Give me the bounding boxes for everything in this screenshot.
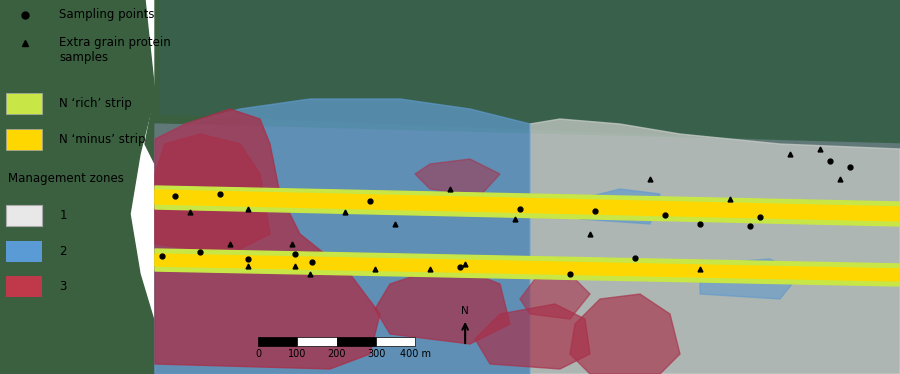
Polygon shape [570, 294, 680, 374]
Text: N ‘minus’ strip: N ‘minus’ strip [59, 133, 146, 146]
Text: 300: 300 [367, 349, 385, 359]
Bar [297, 337, 337, 346]
Polygon shape [375, 264, 510, 344]
Polygon shape [155, 109, 380, 369]
Bar [337, 337, 376, 346]
Text: 3: 3 [59, 280, 67, 293]
Polygon shape [580, 189, 660, 224]
Polygon shape [155, 0, 900, 194]
Text: 2: 2 [59, 245, 67, 258]
Text: 1: 1 [59, 209, 67, 222]
Polygon shape [155, 190, 900, 221]
Text: N: N [462, 306, 469, 316]
Text: N ‘rich’ strip: N ‘rich’ strip [59, 97, 132, 110]
Bar [258, 337, 297, 346]
Text: 0: 0 [255, 349, 261, 359]
Polygon shape [155, 134, 270, 254]
Bar [6, 205, 42, 226]
Bar [6, 276, 42, 297]
Polygon shape [145, 0, 360, 164]
Polygon shape [520, 274, 590, 319]
Text: 400 m: 400 m [400, 349, 431, 359]
Text: 200: 200 [328, 349, 346, 359]
Polygon shape [155, 249, 900, 286]
Text: Sampling points: Sampling points [59, 9, 155, 21]
Polygon shape [415, 159, 500, 196]
Bar [6, 129, 42, 150]
Polygon shape [155, 124, 900, 374]
Bar [6, 94, 42, 114]
Polygon shape [155, 99, 530, 374]
Bar [376, 337, 416, 346]
Polygon shape [700, 259, 800, 299]
Polygon shape [155, 186, 900, 226]
Text: Management zones: Management zones [8, 172, 124, 185]
Polygon shape [530, 119, 900, 374]
Polygon shape [0, 0, 155, 374]
Polygon shape [475, 304, 590, 369]
Text: Extra grain protein
samples: Extra grain protein samples [59, 37, 171, 64]
Text: 100: 100 [288, 349, 307, 359]
Polygon shape [160, 0, 900, 144]
Polygon shape [155, 254, 900, 281]
Bar [6, 241, 42, 262]
